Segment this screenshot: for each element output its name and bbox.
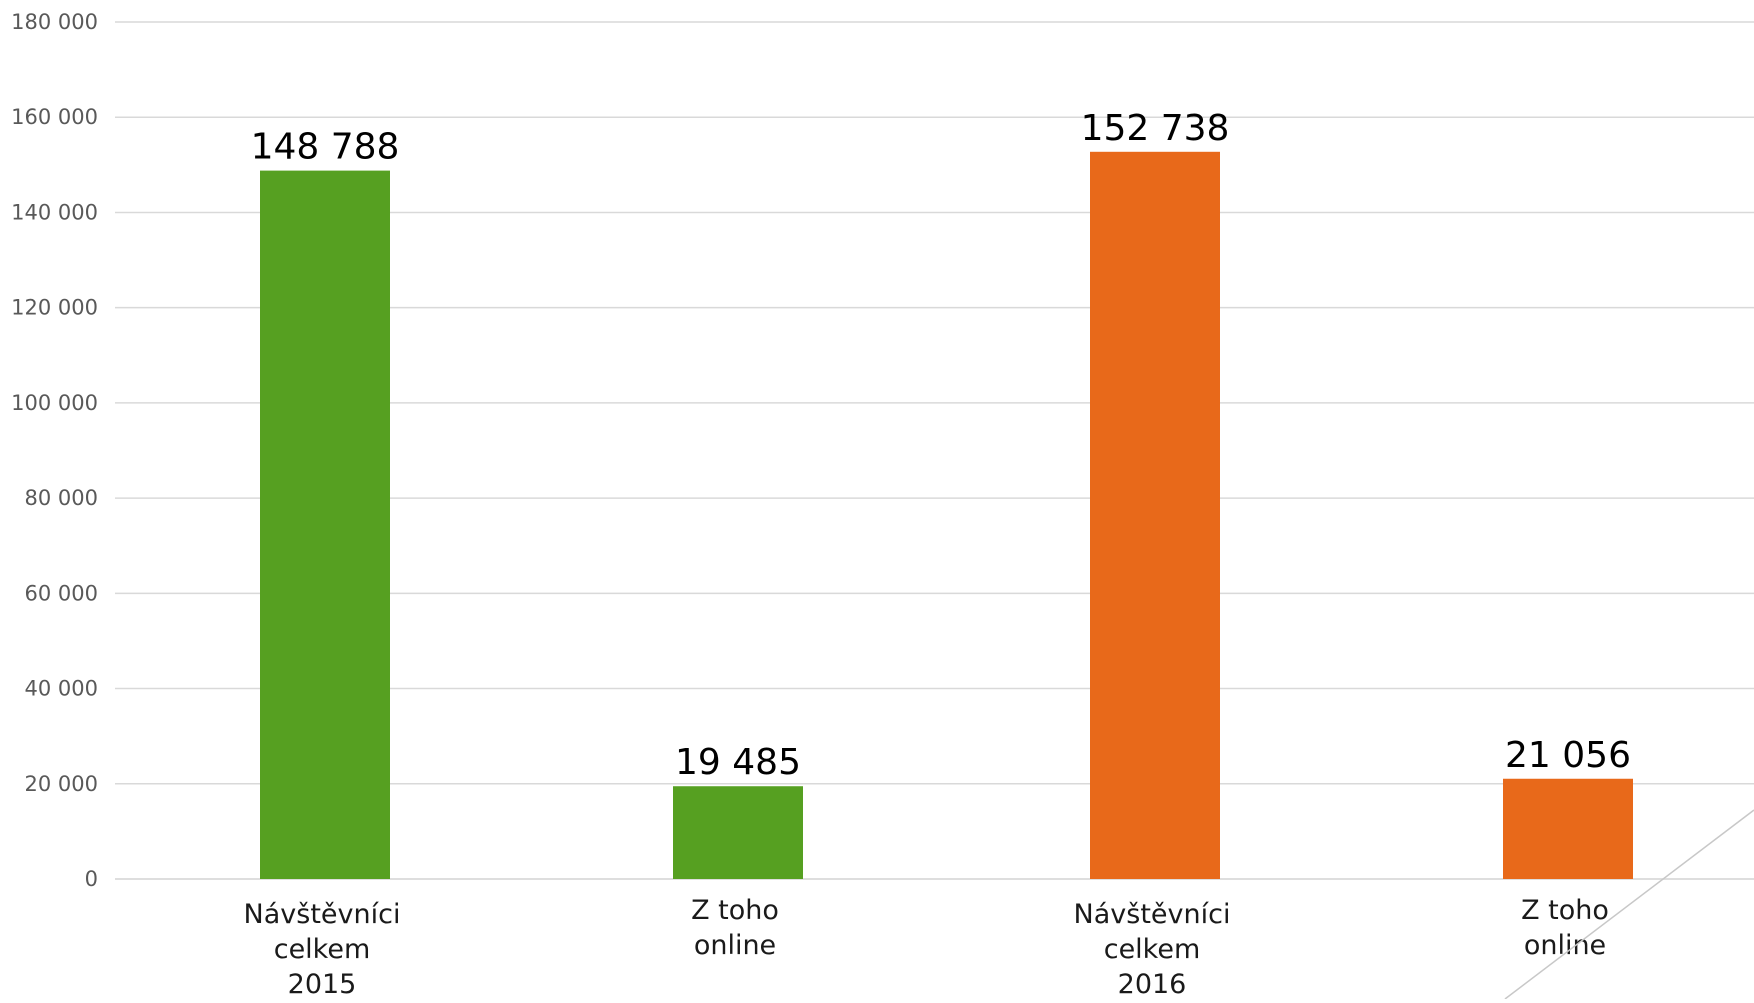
x-category-label: Z toho: [691, 895, 779, 926]
y-tick-label: 160 000: [11, 105, 98, 129]
x-category-label: celkem: [1104, 934, 1201, 965]
data-label: 19 485: [675, 742, 801, 783]
y-tick-label: 140 000: [11, 200, 98, 224]
x-category-label: 2015: [288, 969, 357, 999]
x-category-label: celkem: [274, 934, 371, 965]
bar: [1090, 151, 1220, 879]
bar: [260, 170, 390, 879]
y-axis-tick-labels: 0 20 000 40 000 60 000 80 000 100 000 120 000 1…: [11, 10, 98, 891]
y-tick-label: 180 000: [11, 10, 98, 34]
x-category-label: Návštěvníci: [244, 899, 401, 930]
x-category-label: 2016: [1118, 969, 1187, 999]
data-label: 148 788: [251, 127, 400, 168]
y-tick-label: 0: [85, 867, 98, 891]
y-tick-label: 60 000: [25, 581, 98, 605]
data-label: 152 738: [1081, 108, 1230, 149]
y-tick-label: 120 000: [11, 296, 98, 320]
bars: [260, 151, 1633, 879]
x-category-label: Z toho: [1521, 895, 1609, 926]
y-tick-label: 40 000: [25, 677, 98, 701]
bar: [1503, 778, 1633, 879]
y-tick-label: 20 000: [25, 772, 98, 796]
data-labels: 148 788 19 485 152 738 21 056: [251, 108, 1631, 783]
bar: [673, 786, 803, 879]
x-axis-category-labels: Návštěvníci celkem 2015 Z toho online Návštěv…: [244, 895, 1609, 1000]
x-category-label: online: [1524, 930, 1606, 961]
decorative-diagonal-line: [1504, 809, 1754, 1000]
x-category-label: Návštěvníci: [1074, 899, 1231, 930]
x-category-label: online: [694, 930, 776, 961]
y-tick-label: 100 000: [11, 391, 98, 415]
y-tick-label: 80 000: [25, 486, 98, 510]
data-label: 21 056: [1505, 735, 1631, 776]
